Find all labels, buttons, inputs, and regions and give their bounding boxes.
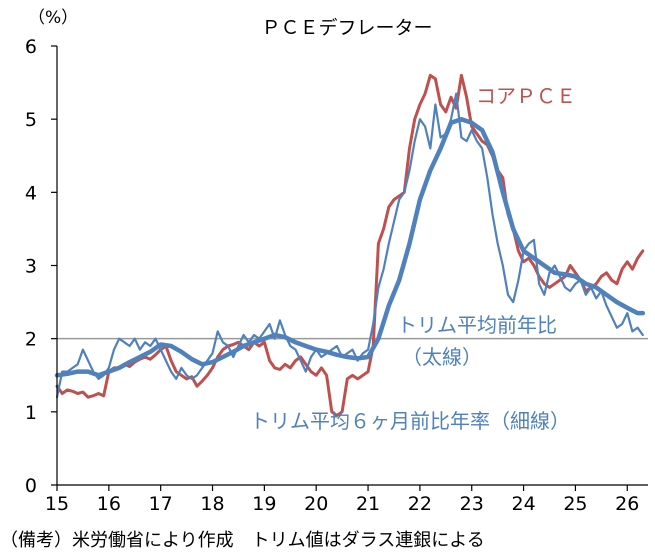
x-tick-label: 24 bbox=[511, 493, 535, 515]
x-tick-label: 26 bbox=[615, 493, 639, 515]
y-tick-label: 1 bbox=[25, 402, 37, 424]
series-line-0 bbox=[55, 73, 645, 417]
y-tick-label: 0 bbox=[25, 475, 37, 497]
series-layer bbox=[54, 73, 646, 417]
annotation-trim-yoy: トリム平均前年比 bbox=[397, 313, 557, 337]
x-tick-label: 21 bbox=[356, 493, 380, 515]
y-axis-unit-label: （%） bbox=[28, 8, 78, 28]
chart-title: ＰＣＥデフレーター bbox=[261, 17, 432, 39]
x-tick-label: 18 bbox=[200, 493, 224, 515]
y-tick-label: 2 bbox=[25, 329, 37, 351]
annotation-core-pce: コアＰＣＥ bbox=[476, 84, 576, 108]
x-tick-label: 23 bbox=[460, 493, 484, 515]
x-tick-label: 19 bbox=[252, 493, 276, 515]
annotation-trim-yoy-thick: （太線） bbox=[402, 345, 482, 369]
y-tick-label: 4 bbox=[25, 182, 37, 204]
annotation-trim-6m: トリム平均６ヶ月前比年率（細線） bbox=[250, 409, 570, 433]
y-tick-label: 3 bbox=[25, 256, 37, 278]
series-line-2 bbox=[55, 92, 644, 399]
x-tick-label: 22 bbox=[408, 493, 432, 515]
x-tick-label: 25 bbox=[563, 493, 587, 515]
footer-note: （備考）米労働省により作成 トリム値はダラス連銀による bbox=[0, 530, 485, 551]
y-tick-label: 6 bbox=[25, 36, 37, 58]
y-tick-label: 5 bbox=[25, 109, 37, 131]
x-tick-label: 17 bbox=[149, 493, 173, 515]
x-tick-label: 16 bbox=[97, 493, 121, 515]
x-tick-label: 20 bbox=[304, 493, 328, 515]
x-tick-label: 15 bbox=[45, 493, 69, 515]
series-line-1 bbox=[54, 116, 646, 378]
